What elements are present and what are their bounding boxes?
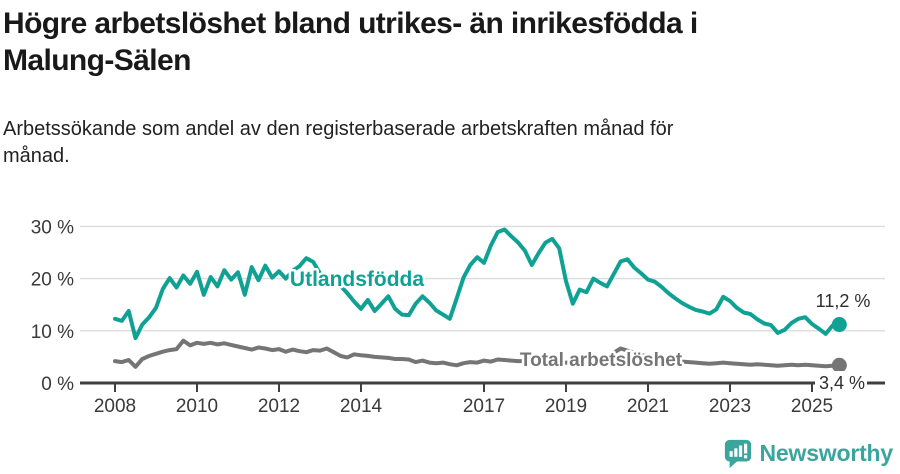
page-subtitle-line-1: Arbetssökande som andel av den registerb…: [3, 118, 674, 140]
y-tick-label: 30 %: [31, 217, 74, 238]
series-end-value-1: 3,4 %: [819, 373, 865, 393]
x-tick-label: 2012: [258, 396, 300, 417]
y-tick-label: 0 %: [41, 374, 74, 395]
series-end-dot-0: [831, 317, 847, 333]
bar-chart-glyph: [729, 443, 747, 459]
page-subtitle: Arbetssökande som andel av den registerb…: [3, 116, 843, 170]
series-inline-label-0: Utlandsfödda: [290, 268, 424, 291]
exclamation-bar: [743, 443, 747, 454]
x-tick-label: 2014: [340, 396, 383, 417]
x-tick-label: 2021: [627, 396, 669, 417]
series-end-value-0: 11,2 %: [816, 291, 871, 311]
x-tick-label: 2025: [791, 396, 833, 417]
x-tick-label: 2010: [176, 396, 218, 417]
x-tick-label: 2008: [94, 396, 136, 417]
page-title-line-1: Högre arbetslöshet bland utrikes- än inr…: [3, 7, 698, 40]
exclamation-dot: [743, 455, 747, 459]
page-title-line-2: Malung-Sälen: [3, 44, 191, 77]
series-line-1: [113, 338, 842, 369]
newsworthy-bubble-icon: [724, 439, 751, 469]
y-tick-label: 20 %: [31, 270, 74, 291]
page-title: Högre arbetslöshet bland utrikes- än inr…: [3, 5, 863, 79]
brand-name: Newsworthy: [759, 440, 894, 466]
newsworthy-logo: Newsworthy: [723, 438, 893, 469]
x-tick-label: 2019: [545, 396, 587, 417]
x-tick-label: 2023: [709, 396, 751, 417]
series-inline-label-1: Total arbetslöshet: [520, 350, 683, 371]
x-tick-label: 2017: [463, 396, 505, 417]
end-label-backing: [815, 371, 867, 396]
page-subtitle-line-2: månad.: [3, 145, 70, 167]
series-line-0: [113, 227, 842, 341]
series-end-dot-1: [831, 357, 847, 373]
y-tick-label: 10 %: [31, 322, 74, 343]
